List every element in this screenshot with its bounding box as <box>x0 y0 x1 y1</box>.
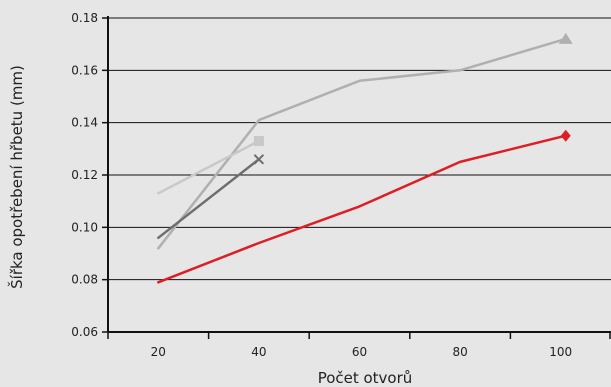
x-tick-label: 20 <box>151 345 166 359</box>
y-tick-label: 0.10 <box>71 220 98 234</box>
y-tick-label: 0.12 <box>71 168 98 182</box>
series-marker-1 <box>558 32 573 44</box>
series-group <box>157 32 573 284</box>
x-tick-label: 40 <box>251 345 266 359</box>
marker-stroke <box>253 154 265 165</box>
tick-labels: 0.06 0.08 0.10 0.12 0.14 0.16 0.18 20 40 60 80 100 <box>71 11 572 359</box>
series-marker-3 <box>253 135 264 146</box>
series-marker-2 <box>560 129 571 142</box>
y-tick-label: 0.16 <box>71 63 98 77</box>
grid-lines <box>108 17 611 281</box>
y-tick-label: 0.14 <box>71 116 98 130</box>
series-line-4 <box>157 158 261 240</box>
series-line-1 <box>157 37 567 250</box>
x-tick-label: 100 <box>549 345 572 359</box>
x-tick-label: 60 <box>352 345 367 359</box>
series-line-2 <box>157 134 567 284</box>
series-marker-4 <box>253 154 265 165</box>
x-tick-label: 80 <box>452 345 467 359</box>
series-line-3 <box>157 139 261 195</box>
x-axis-title: Počet otvorů <box>318 369 413 387</box>
y-tick-label: 0.18 <box>71 11 98 25</box>
axes <box>102 16 611 339</box>
y-tick-label: 0.06 <box>71 325 98 339</box>
y-tick-label: 0.08 <box>71 273 98 287</box>
y-axis-title: Šířka opotřebení hřbetu (mm) <box>7 65 26 289</box>
